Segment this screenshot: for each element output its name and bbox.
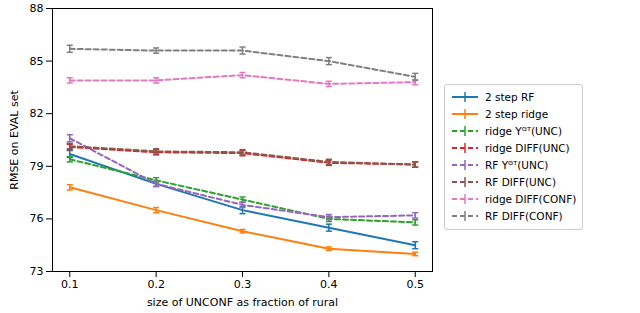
svg-text:0.4: 0.4 <box>320 278 338 291</box>
svg-text:RMSE on EVAL set: RMSE on EVAL set <box>8 90 21 190</box>
html-text:ridge DIFF(CONF): ridge DIFF(CONF) <box>485 193 577 205</box>
svg-text:76: 76 <box>30 212 44 225</box>
svg-text:size of UNCONF as fraction of: size of UNCONF as fraction of rural <box>147 296 338 309</box>
svg-text:0.3: 0.3 <box>234 278 252 291</box>
html-text:ridge DIFF(UNC): ridge DIFF(UNC) <box>485 142 570 154</box>
html-text:2 step ridge: 2 step ridge <box>485 108 549 120</box>
html-text:RF DIFF(UNC): RF DIFF(UNC) <box>485 176 556 188</box>
html-text:2 step RF: 2 step RF <box>485 91 535 103</box>
svg-text:79: 79 <box>30 160 44 173</box>
svg-text:0.2: 0.2 <box>147 278 165 291</box>
svg-text:0.5: 0.5 <box>406 278 424 291</box>
html-text:RF Yᴳᵀ(UNC): RF Yᴳᵀ(UNC) <box>485 159 549 171</box>
svg-text:82: 82 <box>30 107 44 120</box>
svg-text:0.1: 0.1 <box>61 278 79 291</box>
svg-text:85: 85 <box>30 55 44 68</box>
svg-text:73: 73 <box>30 265 44 278</box>
html-text:ridge Yᴳᵀ(UNC): ridge Yᴳᵀ(UNC) <box>485 125 562 137</box>
html-text:RF DIFF(CONF): RF DIFF(CONF) <box>485 210 563 222</box>
svg-text:88: 88 <box>30 2 44 15</box>
